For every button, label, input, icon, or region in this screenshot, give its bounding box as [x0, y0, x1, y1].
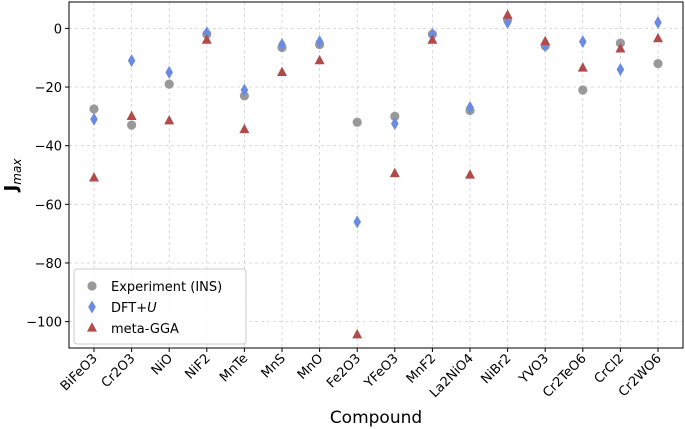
marker-triangle	[314, 54, 325, 65]
marker-triangle	[352, 329, 363, 339]
legend-label: meta-GGA	[111, 322, 179, 337]
marker-circle	[164, 79, 174, 89]
marker-diamond	[165, 65, 173, 79]
marker-diamond	[127, 54, 136, 68]
y-axis-title-main: J	[1, 185, 22, 194]
marker-triangle	[164, 114, 175, 125]
x-tick-label: YVO3	[516, 351, 552, 387]
marker-diamond	[579, 35, 587, 49]
x-tick-label: MnO	[295, 351, 327, 383]
marker-triangle	[615, 43, 626, 53]
marker-triangle	[201, 34, 212, 44]
plot-area-frame	[68, 1, 684, 349]
marker-triangle	[653, 32, 663, 43]
marker-triangle	[502, 9, 513, 19]
marker-triangle	[89, 172, 99, 182]
marker-diamond	[240, 83, 249, 97]
y-axis-title: Jmax	[1, 158, 24, 194]
marker-circle	[352, 117, 362, 127]
legend-label-text: Experiment (INS)	[111, 280, 222, 295]
x-axis-title: Compound	[330, 408, 422, 428]
marker-diamond	[203, 26, 211, 40]
y-tick-label: −100	[26, 316, 62, 331]
marker-triangle	[465, 169, 475, 179]
marker-diamond	[315, 35, 324, 49]
marker-diamond	[278, 38, 286, 52]
x-tick-label: MnS	[259, 351, 289, 381]
marker-triangle	[126, 110, 137, 120]
marker-triangle	[389, 167, 400, 178]
marker-diamond	[428, 27, 437, 41]
x-tick-label: NiF2	[182, 351, 213, 382]
marker-circle	[615, 38, 626, 48]
marker-triangle	[577, 62, 588, 72]
marker-diamond	[654, 16, 662, 30]
x-tick-label: Cr2O3	[99, 351, 139, 391]
x-tick-label: MnTe	[217, 351, 251, 385]
x-tick-label: BiFeO3	[58, 351, 101, 394]
marker-triangle	[427, 34, 438, 44]
marker-diamond	[616, 62, 625, 76]
x-tick-label: NiO	[149, 351, 176, 378]
y-tick-label: −80	[35, 257, 62, 272]
marker-circle	[89, 104, 99, 114]
marker-triangle	[239, 123, 250, 134]
x-tick-label: YFeO3	[361, 351, 401, 391]
marker-circle	[653, 58, 663, 69]
legend-marker-diamond	[88, 300, 96, 314]
y-tick-label: 0	[54, 22, 62, 37]
x-tick-label: NiBr2	[478, 351, 514, 387]
x-tick-label: Fe2O3	[324, 351, 364, 391]
x-tick-label: MnF2	[404, 351, 440, 387]
data-markers	[89, 9, 663, 339]
legend-label: Experiment (INS)	[111, 280, 222, 295]
marker-diamond	[90, 112, 98, 126]
marker-circle	[390, 111, 400, 121]
marker-diamond	[503, 16, 512, 30]
legend-marker-circle	[87, 281, 97, 291]
marker-diamond	[353, 215, 361, 229]
legend-label-text: DFT+	[111, 301, 147, 316]
legend-label: DFT+U	[111, 301, 157, 316]
legend-label-text: meta-GGA	[111, 322, 179, 337]
marker-diamond	[466, 101, 474, 115]
legend-marker-triangle	[87, 322, 97, 332]
y-tick-label: −40	[35, 140, 62, 155]
marker-diamond	[391, 117, 399, 131]
legend-label-italic: U	[147, 301, 157, 316]
marker-circle	[578, 85, 588, 95]
y-tick-label: −20	[35, 81, 62, 96]
marker-triangle	[277, 66, 287, 76]
marker-circle	[127, 120, 137, 130]
legend-box	[73, 268, 247, 345]
marker-triangle	[540, 35, 551, 46]
x-tick-label: CrCl2	[592, 351, 628, 387]
y-tick-label: −60	[35, 198, 62, 213]
y-axis-title-subscript: max	[10, 158, 24, 185]
